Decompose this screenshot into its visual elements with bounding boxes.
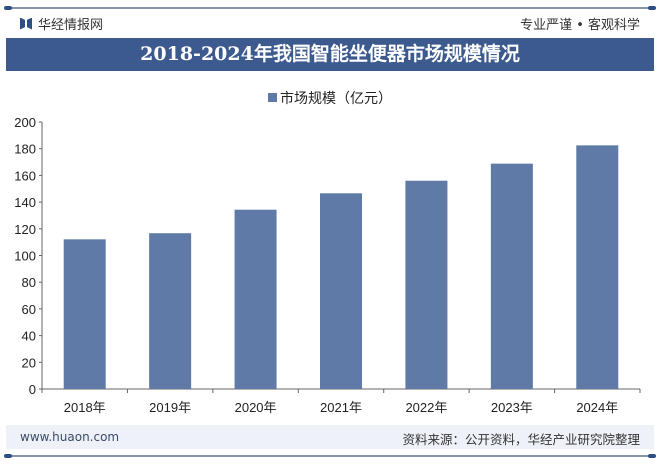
x-tick-label: 2018年 bbox=[64, 400, 106, 415]
bar bbox=[234, 209, 277, 389]
x-tick-label: 2022年 bbox=[405, 400, 447, 415]
x-tick-label: 2019年 bbox=[149, 400, 191, 415]
y-tick-label: 120 bbox=[14, 222, 36, 237]
y-tick-label: 60 bbox=[22, 302, 36, 317]
legend: 市场规模（亿元） bbox=[0, 88, 660, 108]
x-tick-label: 2020年 bbox=[235, 400, 277, 415]
brand: 华经情报网 bbox=[20, 14, 103, 33]
chart-title: 2018-2024年我国智能坐便器市场规模情况 bbox=[6, 38, 654, 71]
legend-swatch bbox=[268, 93, 277, 102]
y-tick-label: 160 bbox=[14, 168, 36, 183]
y-tick-label: 0 bbox=[29, 382, 36, 397]
bottom-divider bbox=[4, 454, 656, 458]
x-tick-label: 2021年 bbox=[320, 400, 362, 415]
x-tick-label: 2023年 bbox=[491, 400, 533, 415]
y-tick-label: 180 bbox=[14, 142, 36, 157]
slogan: 专业严谨 • 客观科学 bbox=[520, 18, 640, 33]
bar bbox=[63, 239, 106, 389]
bar bbox=[490, 163, 533, 389]
footer: www.huaon.com 资料来源：公开资料，华经产业研究院整理 bbox=[6, 425, 654, 449]
y-tick-label: 80 bbox=[22, 275, 36, 290]
bar bbox=[576, 145, 619, 389]
brand-name: 华经情报网 bbox=[38, 18, 104, 33]
y-tick-label: 100 bbox=[14, 249, 36, 264]
bar bbox=[149, 233, 192, 389]
y-tick-label: 20 bbox=[22, 355, 36, 370]
data-source: 资料来源：公开资料，华经产业研究院整理 bbox=[402, 432, 640, 447]
y-tick-label: 200 bbox=[14, 115, 36, 130]
top-divider bbox=[4, 6, 656, 10]
y-tick-label: 140 bbox=[14, 195, 36, 210]
website-url: www.huaon.com bbox=[20, 430, 120, 444]
bar bbox=[320, 193, 362, 389]
y-tick-label: 40 bbox=[22, 329, 36, 344]
legend-label: 市场规模（亿元） bbox=[280, 91, 392, 107]
x-tick-label: 2024年 bbox=[576, 400, 618, 415]
bar bbox=[405, 180, 448, 389]
